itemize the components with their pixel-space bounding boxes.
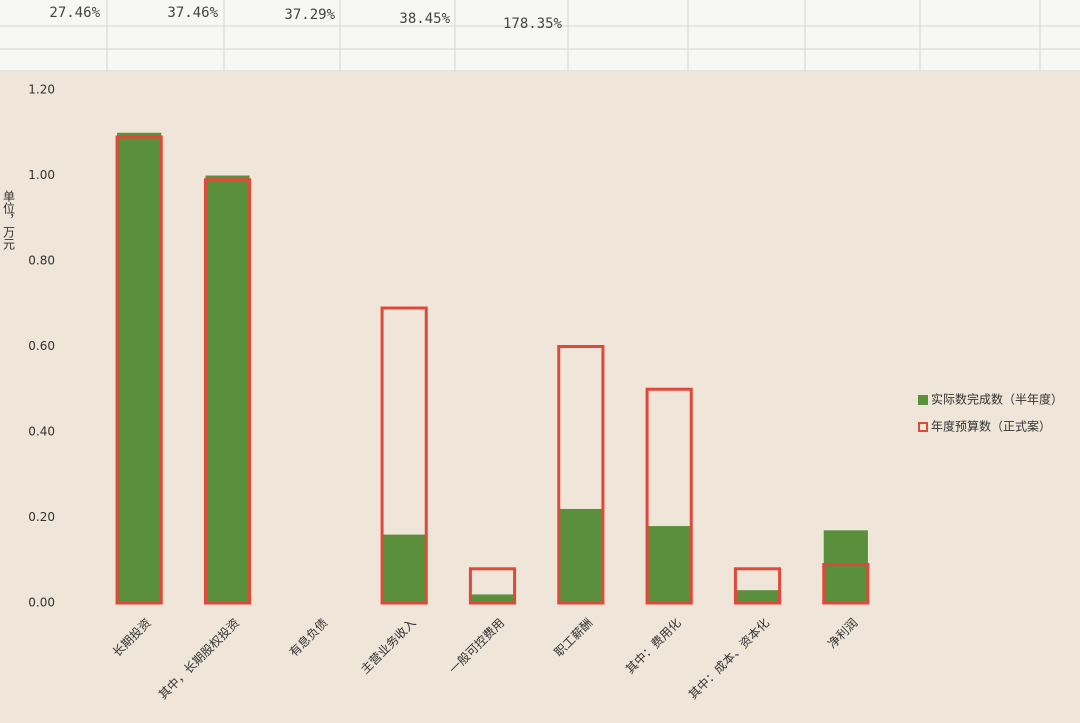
y-tick-label: 0.60 <box>28 339 55 353</box>
y-tick-label: 0.00 <box>28 596 55 610</box>
bar <box>647 526 692 603</box>
bar-outline <box>203 178 252 605</box>
y-tick-label: 0.80 <box>28 254 55 268</box>
cell: 37.46% <box>167 5 218 21</box>
chart-area <box>0 72 1080 723</box>
sheet-grid <box>0 0 1080 72</box>
legend-swatch <box>918 395 928 405</box>
y-tick-label: 1.00 <box>28 168 55 182</box>
cell: 38.45% <box>399 11 450 27</box>
bar-outline <box>822 563 870 605</box>
y-tick-label: 1.20 <box>28 83 55 97</box>
bar-outline <box>380 306 428 605</box>
legend-label: 年度预算数（正式案） <box>931 419 1051 434</box>
cell: 27.46% <box>49 5 100 21</box>
legend-swatch <box>918 422 928 432</box>
bar-outline <box>557 345 605 605</box>
y-axis-label: 单位，万元 <box>2 190 16 251</box>
bar <box>735 590 780 603</box>
bar <box>470 594 515 603</box>
sheet-area <box>0 0 1080 72</box>
cell: 178.35% <box>503 16 563 32</box>
legend-label: 实际数完成数（半年度） <box>931 392 1063 407</box>
y-tick-label: 0.40 <box>28 425 55 439</box>
bar-outline <box>733 567 782 605</box>
bar-outline <box>645 387 693 605</box>
bar <box>382 534 427 603</box>
bar-outline <box>468 567 517 605</box>
bar <box>558 508 603 603</box>
bar <box>205 175 250 603</box>
bar-outline <box>115 135 163 605</box>
bar <box>117 132 162 603</box>
bar <box>823 530 868 603</box>
cell: 37.29% <box>284 7 335 23</box>
y-tick-label: 0.20 <box>28 510 55 524</box>
